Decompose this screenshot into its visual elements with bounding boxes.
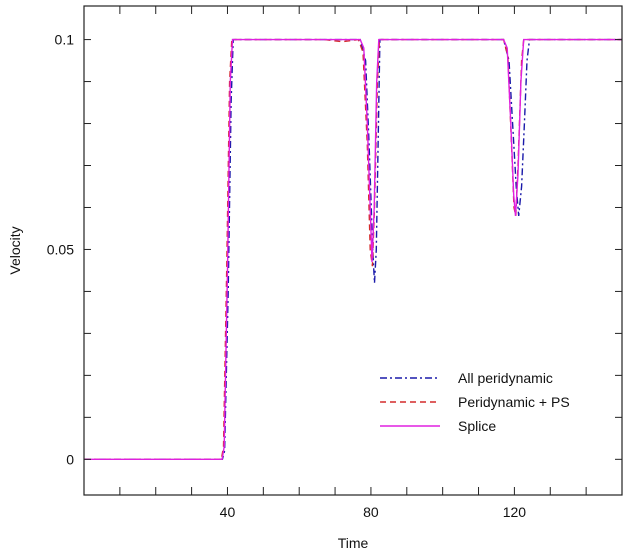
plot-background [84,6,622,495]
y-tick-label: 0.05 [47,241,74,257]
y-tick-label: 0.1 [55,32,75,48]
y-tick-labels: 0 0.05 0.1 [47,32,74,468]
series-layer [84,38,622,460]
legend-label: All peridynamic [458,370,553,386]
legend-label: Peridynamic + PS [458,394,570,410]
plot-frame [83,5,623,496]
legend: All peridynamic Peridynamic + PS Splice [380,370,570,434]
tick-marks [84,6,622,495]
series-line-3 [84,38,622,460]
plot-area [83,5,623,496]
y-axis-title: Velocity [7,226,23,274]
x-tick-label: 40 [220,504,236,520]
series-line-1 [84,38,622,460]
x-tick-label: 120 [503,504,527,520]
x-axis-title: Time [338,535,369,551]
legend-label: Splice [458,418,496,434]
y-tick-label: 0 [66,451,74,467]
x-tick-labels: 40 80 120 [220,504,527,520]
x-tick-label: 80 [363,504,379,520]
